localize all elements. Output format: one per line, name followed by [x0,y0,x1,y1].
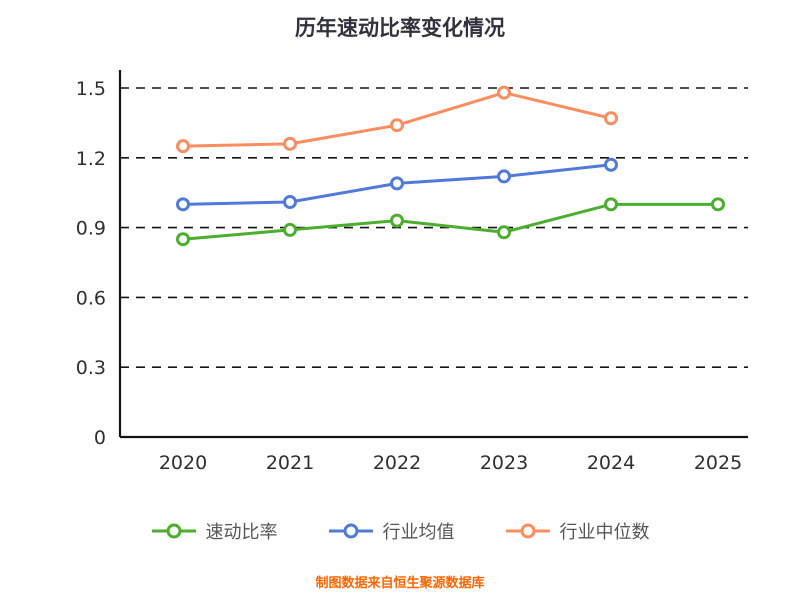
legend-item: 速动比率 [151,518,278,544]
legend-circle [520,523,535,539]
x-tick-label: 2023 [480,452,528,474]
y-tick-label: 0.9 [76,218,106,240]
x-tick-label: 2025 [694,452,742,474]
y-tick-label: 0.3 [76,357,106,379]
data-point [176,232,190,247]
x-tick-label: 2021 [266,452,314,474]
x-tick-label: 2022 [373,452,421,474]
line-chart: 0 0.3 0.6 0.9 1.2 1.5 2020 2021 2022 2023 2024 2025 [76,70,748,474]
data-point [604,157,618,172]
data-point [711,197,725,212]
y-tick-label: 1.2 [76,148,106,170]
y-tick-label: 0 [94,427,106,449]
x-tick-label: 2020 [159,452,207,474]
legend-item: 行业均值 [328,518,455,544]
legend-label: 速动比率 [205,522,278,543]
data-point [497,225,511,240]
data-point [497,169,511,184]
data-point [176,197,190,212]
legend-item: 行业中位数 [505,518,650,544]
data-point [604,111,618,126]
data-point [497,85,511,100]
legend-circle [166,523,181,539]
legend-marker-icon [505,523,550,539]
data-point [283,195,297,210]
data-source-note: 制图数据来自恒生聚源数据库 [315,576,485,591]
data-point [283,222,297,237]
data-point [390,213,404,228]
legend-circle [343,523,358,539]
x-tick-label: 2024 [587,452,635,474]
data-point [390,118,404,133]
y-tick-label: 0.6 [76,287,106,309]
series-line [181,202,720,241]
legend-label: 行业均值 [382,522,455,543]
data-point [604,197,618,212]
chart-legend: 速动比率 行业均值 行业中位数 [0,518,800,544]
data-point [283,136,297,151]
data-point [176,139,190,154]
y-tick-label: 1.5 [76,78,106,100]
legend-label: 行业中位数 [559,522,650,543]
chart-title: 历年速动比率变化情况 [295,16,505,40]
legend-marker-icon [328,523,373,539]
legend-marker-icon [151,523,196,539]
data-point [390,176,404,191]
